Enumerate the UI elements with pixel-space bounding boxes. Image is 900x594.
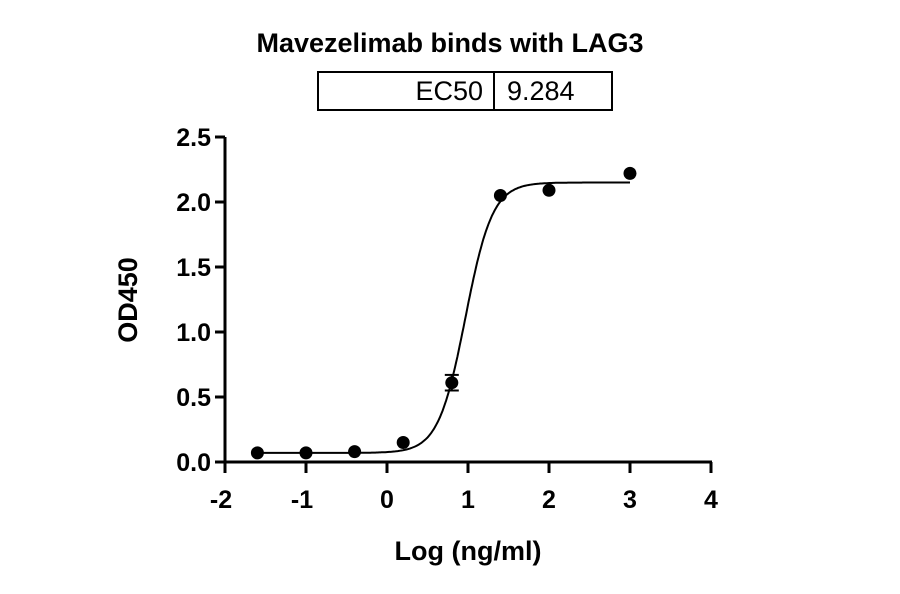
data-point [542, 183, 556, 197]
x-tick-label: 2 [542, 486, 556, 514]
y-axis-title: OD450 [113, 257, 143, 343]
data-point [445, 376, 459, 390]
data-point [348, 445, 362, 459]
ec50-label: EC50 [319, 73, 495, 109]
data-points [250, 166, 637, 460]
x-tick-label: -1 [291, 486, 313, 514]
y-tick-label: 1.5 [176, 254, 211, 282]
y-tick-label: 0.0 [176, 449, 211, 477]
y-tick-label: 0.5 [176, 384, 211, 412]
axes: 0.0 0.5 1.0 1.5 2.0 2.5 -2 -1 0 1 2 3 4 [176, 124, 718, 514]
data-point [493, 189, 507, 202]
x-axis-title: Log (ng/ml) [395, 536, 542, 566]
y-tick-label: 2.5 [176, 124, 211, 152]
ec50-value: 9.284 [507, 76, 575, 106]
data-point [250, 446, 264, 460]
data-point [396, 436, 410, 449]
y-tick-label: 2.0 [176, 189, 211, 217]
ec50-table: EC50 9.284 [317, 71, 613, 111]
x-tick-label: 3 [623, 486, 637, 514]
x-tick-label: -2 [210, 486, 232, 514]
fit-curve [257, 181, 630, 454]
data-point [299, 446, 313, 460]
x-tick-label: 4 [704, 486, 718, 514]
y-tick-label: 1.0 [176, 319, 211, 347]
x-tick-label: 0 [380, 486, 394, 514]
x-tick-label: 1 [461, 486, 475, 514]
data-point [623, 166, 637, 180]
chart-title: Mavezelimab binds with LAG3 [256, 28, 644, 58]
